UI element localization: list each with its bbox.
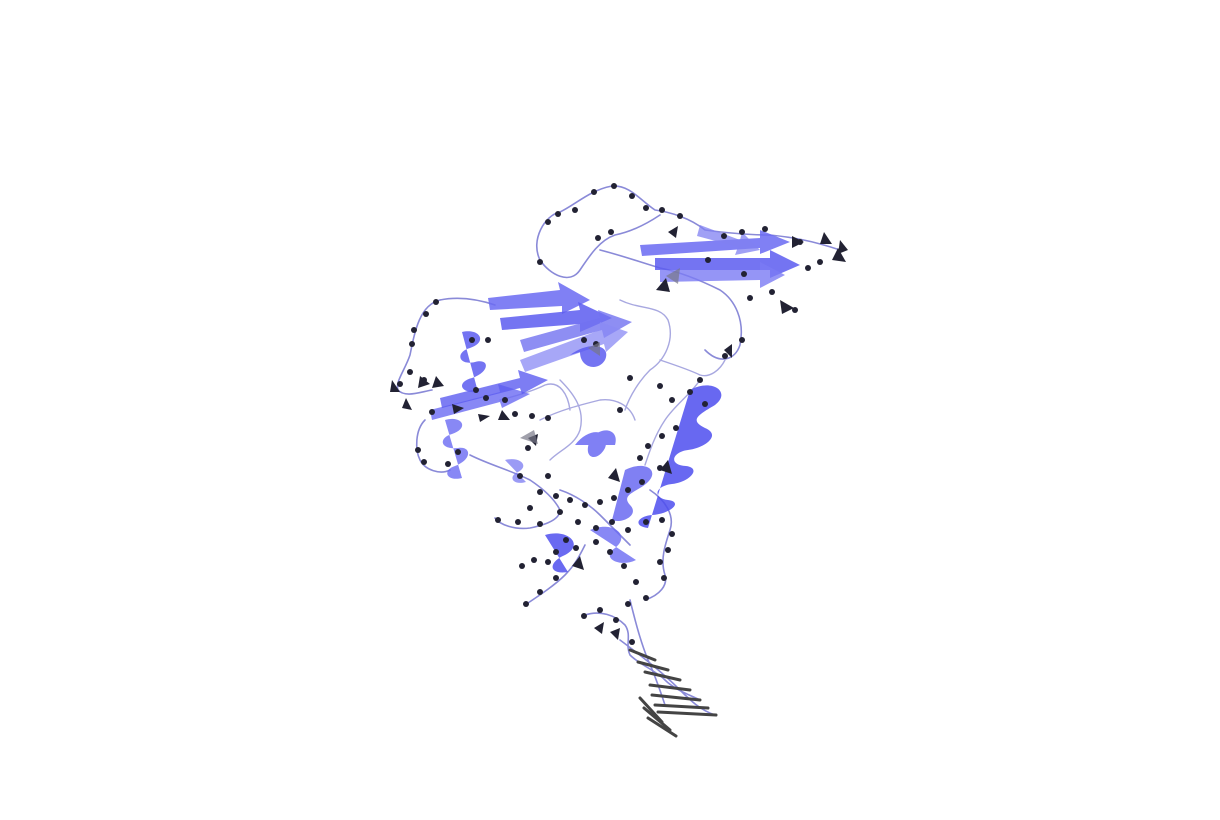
direction-arrowheads bbox=[390, 226, 848, 640]
nucleic-acid-strand bbox=[619, 639, 718, 738]
beta-sheet-upper-left bbox=[430, 282, 632, 420]
ligand-fragments bbox=[520, 268, 680, 444]
beta-sheet-upper-right bbox=[640, 225, 800, 288]
helix-left bbox=[442, 331, 486, 479]
